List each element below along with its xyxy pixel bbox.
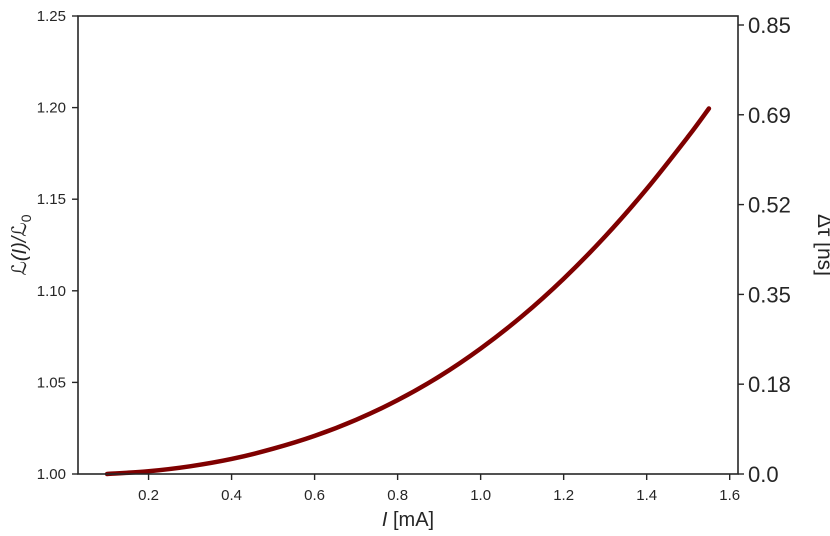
x-axis-label: I [mA] [382,509,434,531]
x-tick-label: 1.2 [553,487,574,504]
y-right-tick-label: 0.52 [748,193,791,218]
y-right-tick-label: 0.18 [748,372,791,397]
x-tick-label: 1.0 [470,487,491,504]
curve-layer [104,106,712,477]
y-right-tick-label: 0.85 [748,13,791,38]
x-tick-label: 0.2 [138,487,159,504]
x-tick-label: 0.4 [221,487,242,504]
y-left-tick-label: 1.20 [37,100,66,117]
ticks-layer: 0.2 0.4 0.6 0.8 1.0 1.2 1.4 1.6 1.00 1.05 1.10 1.15… [37,8,791,504]
y-left-tick-label: 1.00 [37,466,66,483]
y-axis-label-right: Δτ [ns] [813,214,830,276]
plot-frame [77,15,739,475]
y-axis-label-left: ℒ(I)/ℒ0 [9,214,34,275]
x-tick-label: 1.6 [719,487,740,504]
y-right-tick-label: 0.69 [748,103,791,128]
x-tick-label: 0.8 [387,487,408,504]
y-right-tick-label: 0.35 [748,282,791,307]
x-tick-label: 0.6 [304,487,325,504]
y-left-tick-label: 1.10 [37,283,66,300]
y-right-tick-label: 0.0 [748,462,779,487]
x-tick-label: 1.4 [636,487,657,504]
y-left-tick-label: 1.05 [37,374,66,391]
series-line [104,106,712,477]
y-left-tick-label: 1.25 [37,8,66,25]
plot-area [78,16,738,474]
y-left-tick-label: 1.15 [37,191,66,208]
